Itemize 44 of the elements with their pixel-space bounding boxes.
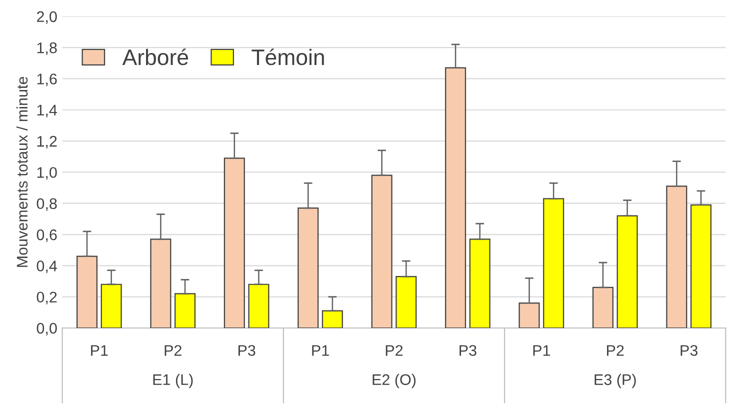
y-tick-label: 0,8 <box>36 198 57 211</box>
x-tick-label: P2 <box>607 345 624 356</box>
text: E3 (P) <box>594 374 636 388</box>
bar <box>298 207 319 328</box>
x-tick-label: P1 <box>312 345 329 356</box>
y-tick-label: 0,2 <box>36 292 57 304</box>
bar <box>174 293 196 328</box>
text: E2 (O) <box>372 374 416 388</box>
text: E1 (L) <box>153 374 193 388</box>
x-tick-label: P3 <box>238 345 256 356</box>
x-tick-label: P3 <box>680 345 698 356</box>
legend-label: Arboré <box>122 48 188 66</box>
bar <box>445 67 466 328</box>
bar <box>518 302 540 328</box>
y-tick-label: 1,0 <box>37 167 57 180</box>
y-tick-label: 1,4 <box>37 104 57 118</box>
bar <box>224 158 245 328</box>
x-tick-label: P1 <box>533 345 550 356</box>
x-tick-label: P1 <box>91 345 108 356</box>
y-tick-label: 0,4 <box>36 260 57 274</box>
y-tick-label: 1,8 <box>37 42 57 56</box>
y-tick-label: 0,0 <box>36 322 57 336</box>
bar <box>100 284 122 328</box>
y-axis-title: Mouvements totaux / minute <box>16 76 28 267</box>
legend-label: Témoin <box>252 48 324 66</box>
bar <box>592 286 614 328</box>
bar <box>666 186 688 328</box>
x-tick-label: P3 <box>460 345 476 356</box>
bar <box>248 284 270 328</box>
bar <box>616 215 638 328</box>
bar <box>690 204 712 328</box>
bar <box>469 238 490 328</box>
bar <box>76 256 98 328</box>
y-tick-label: 1,2 <box>37 136 57 149</box>
bar <box>150 238 172 328</box>
y-tick-label: 1,6 <box>37 74 57 86</box>
x-tick-label: P2 <box>386 345 403 356</box>
bar <box>543 198 564 328</box>
bar <box>371 174 392 328</box>
y-tick-label: 2,0 <box>36 11 57 24</box>
y-tick-label: 0,6 <box>36 229 57 242</box>
bar <box>322 310 343 328</box>
x-tick-label: P2 <box>164 345 182 356</box>
bar <box>396 276 417 328</box>
